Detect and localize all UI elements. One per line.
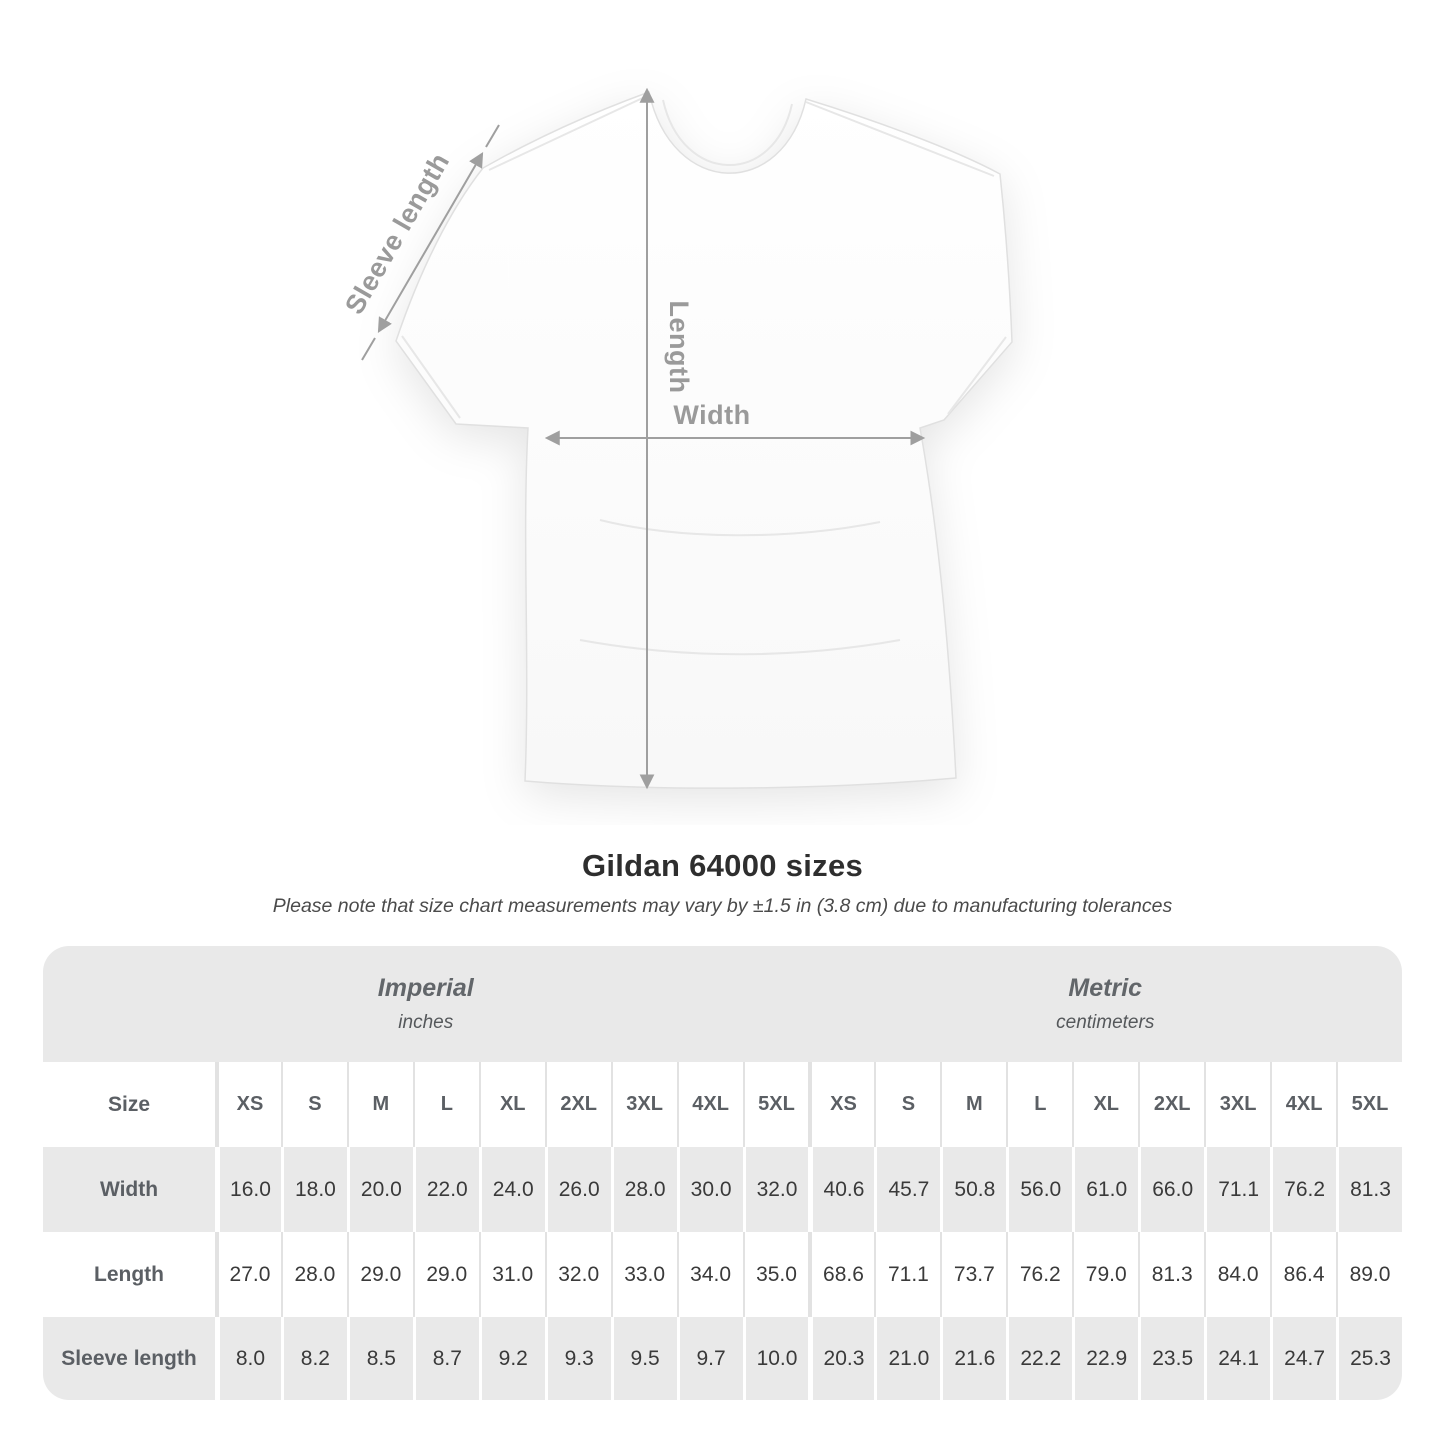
sleeve-length-arrow <box>361 124 500 361</box>
measurement-cell: 10.0 <box>742 1317 809 1400</box>
measurement-cell: 9.7 <box>676 1317 743 1400</box>
size-column-header: XS <box>808 1062 875 1147</box>
size-column-header: L <box>412 1062 479 1147</box>
measurement-cell: 9.3 <box>544 1317 611 1400</box>
width-label: Width <box>673 400 750 430</box>
sleeve-extension-tick-top <box>485 124 500 148</box>
measurement-cell: 21.0 <box>874 1317 941 1400</box>
tshirt-shape <box>395 91 1013 789</box>
size-column-header: 2XL <box>1138 1062 1205 1147</box>
size-column-header: 3XL <box>1204 1062 1271 1147</box>
measurement-cell: 18.0 <box>280 1147 347 1232</box>
measurement-cell: 31.0 <box>478 1232 545 1317</box>
size-row-header: Size <box>43 1062 215 1147</box>
size-column-header: 5XL <box>742 1062 809 1147</box>
measurement-cell: 73.7 <box>940 1232 1007 1317</box>
measurement-cell: 79.0 <box>1072 1232 1139 1317</box>
measurement-cell: 28.0 <box>280 1232 347 1317</box>
measurement-cell: 20.0 <box>346 1147 413 1232</box>
metric-group-title: Metric <box>1068 974 1143 1002</box>
size-column-header: 5XL <box>1336 1062 1402 1147</box>
size-column-header: XS <box>215 1062 281 1147</box>
tshirt-diagram-svg: Length Width Sleeve length <box>339 87 1013 790</box>
measurement-cell: 22.0 <box>412 1147 479 1232</box>
size-column-header: 2XL <box>544 1062 611 1147</box>
measurement-cell: 68.6 <box>808 1232 875 1317</box>
measurement-cell: 30.0 <box>676 1147 743 1232</box>
size-column-header: 3XL <box>610 1062 677 1147</box>
size-table-grid: Imperial inches Metric centimeters Size … <box>43 946 1402 1400</box>
measurement-cell: 35.0 <box>742 1232 809 1317</box>
page-title: Gildan 64000 sizes <box>581 848 864 883</box>
collar <box>662 99 793 166</box>
measurement-cell: 89.0 <box>1336 1232 1402 1317</box>
length-label: Length <box>664 301 694 394</box>
size-column-header: S <box>280 1062 347 1147</box>
size-column-header: S <box>874 1062 941 1147</box>
measurement-cell: 24.7 <box>1270 1317 1337 1400</box>
size-column-header: XL <box>478 1062 545 1147</box>
measurement-cell: 20.3 <box>808 1317 875 1400</box>
measurement-row-label: Length <box>43 1232 215 1317</box>
measurement-cell: 22.9 <box>1072 1317 1139 1400</box>
tshirt-measurement-diagram: Length Width Sleeve length <box>339 87 1013 790</box>
measurement-cell: 84.0 <box>1204 1232 1271 1317</box>
imperial-group-unit: inches <box>398 1012 454 1033</box>
measurement-cell: 81.3 <box>1336 1147 1402 1232</box>
measurement-cell: 50.8 <box>940 1147 1007 1232</box>
measurement-cell: 21.6 <box>940 1317 1007 1400</box>
measurement-cell: 71.1 <box>874 1232 941 1317</box>
sleeve-extension-tick-bottom <box>361 337 376 361</box>
measurement-cell: 23.5 <box>1138 1317 1205 1400</box>
measurement-cell: 45.7 <box>874 1147 941 1232</box>
measurement-cell: 76.2 <box>1006 1232 1073 1317</box>
measurement-cell: 9.5 <box>610 1317 677 1400</box>
measurement-cell: 32.0 <box>544 1232 611 1317</box>
measurement-row-label: Sleeve length <box>43 1317 215 1400</box>
measurement-cell: 81.3 <box>1138 1232 1205 1317</box>
measurement-cell: 86.4 <box>1270 1232 1337 1317</box>
size-column-header: M <box>346 1062 413 1147</box>
measurement-cell: 28.0 <box>610 1147 677 1232</box>
metric-group-header: Metric centimeters <box>808 946 1402 1062</box>
measurement-cell: 22.2 <box>1006 1317 1073 1400</box>
measurement-cell: 33.0 <box>610 1232 677 1317</box>
metric-group-unit: centimeters <box>1056 1012 1155 1033</box>
measurement-cell: 76.2 <box>1270 1147 1337 1232</box>
measurement-cell: 24.0 <box>478 1147 545 1232</box>
measurement-cell: 29.0 <box>412 1232 479 1317</box>
size-column-header: L <box>1006 1062 1073 1147</box>
page-subtitle: Please note that size chart measurements… <box>272 895 1173 917</box>
size-column-header: 4XL <box>676 1062 743 1147</box>
measurement-cell: 25.3 <box>1336 1317 1402 1400</box>
measurement-cell: 9.2 <box>478 1317 545 1400</box>
size-table: Imperial inches Metric centimeters Size … <box>43 946 1402 1400</box>
measurement-cell: 71.1 <box>1204 1147 1271 1232</box>
measurement-cell: 56.0 <box>1006 1147 1073 1232</box>
measurement-cell: 27.0 <box>215 1232 281 1317</box>
measurement-cell: 34.0 <box>676 1232 743 1317</box>
size-column-header: M <box>940 1062 1007 1147</box>
measurement-cell: 29.0 <box>346 1232 413 1317</box>
measurement-cell: 16.0 <box>215 1147 281 1232</box>
measurement-cell: 66.0 <box>1138 1147 1205 1232</box>
measurement-cell: 26.0 <box>544 1147 611 1232</box>
measurement-cell: 24.1 <box>1204 1317 1271 1400</box>
size-column-header: XL <box>1072 1062 1139 1147</box>
measurement-cell: 40.6 <box>808 1147 875 1232</box>
measurement-cell: 8.5 <box>346 1317 413 1400</box>
measurement-cell: 8.2 <box>280 1317 347 1400</box>
measurement-row-label: Width <box>43 1147 215 1232</box>
measurement-cell: 61.0 <box>1072 1147 1139 1232</box>
measurement-cell: 32.0 <box>742 1147 809 1232</box>
measurement-cell: 8.0 <box>215 1317 281 1400</box>
imperial-group-header: Imperial inches <box>43 946 809 1062</box>
size-column-header: 4XL <box>1270 1062 1337 1147</box>
imperial-group-title: Imperial <box>377 974 474 1002</box>
measurement-cell: 8.7 <box>412 1317 479 1400</box>
